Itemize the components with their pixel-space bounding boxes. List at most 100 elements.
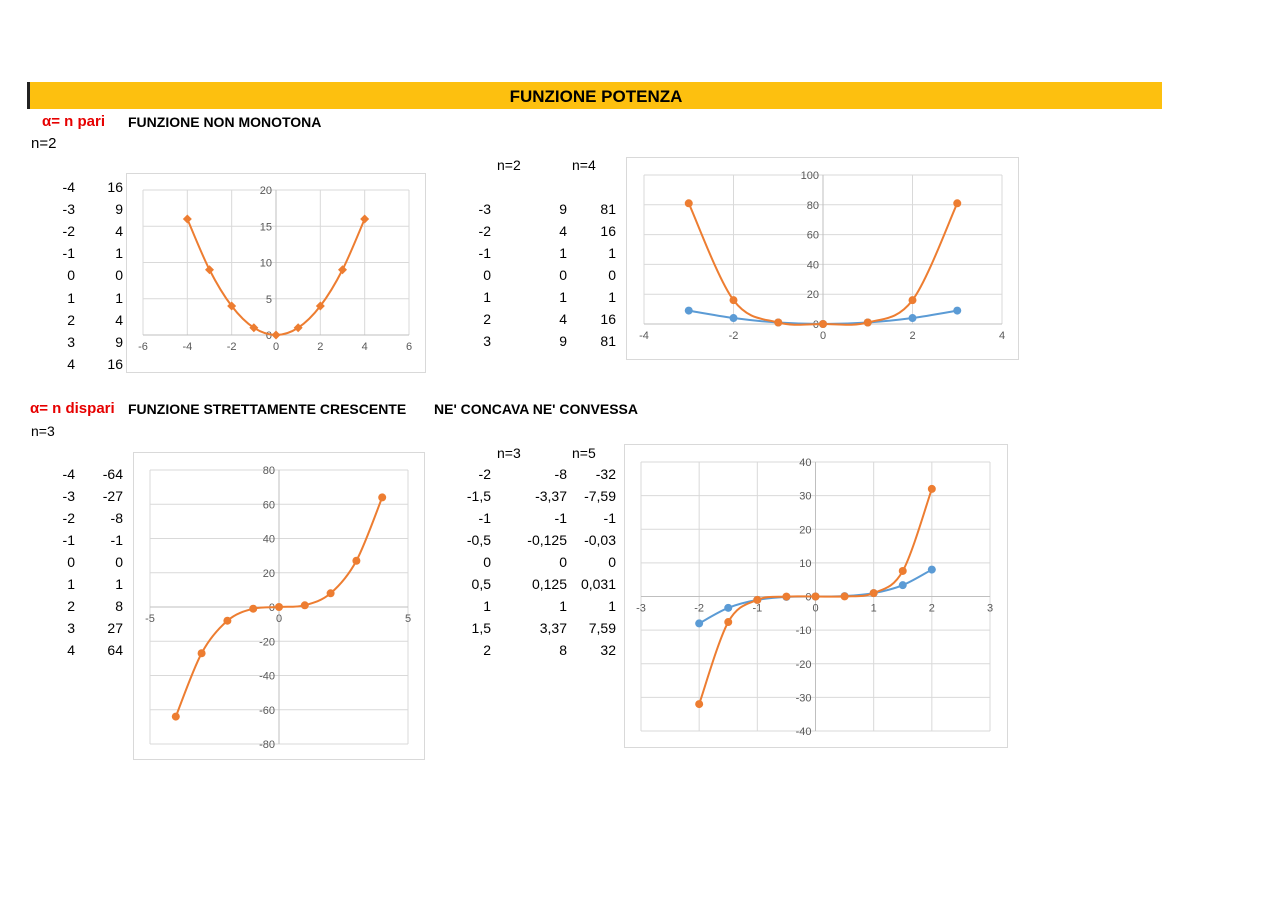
data-point [315,301,325,311]
table-cell: -2 [62,510,75,526]
x-tick-label: -2 [227,341,237,353]
table-cell: 1 [608,289,616,305]
x-tick-label: -4 [182,341,192,353]
table-cell: 9 [115,333,123,350]
data-point [205,265,214,275]
y-tick-label: -60 [259,705,275,717]
table-cell: 1 [483,289,491,305]
table-cell: -1 [554,510,567,526]
chart-x3-x5: -3 -2 -1 0 1 2 3 -40 -30 -20 -10 0 10 20 30 40 [624,444,1008,748]
table-cell: -2 [478,466,491,482]
y-tick-label: -20 [259,636,275,648]
x-tick-label: 0 [812,603,818,615]
page-title: FUNZIONE POTENZA [27,82,1162,109]
table-cell: 1 [67,289,75,306]
x-tick-label: 2 [909,330,915,342]
y-tick-label: 10 [260,258,272,270]
table-cell: 2 [483,311,491,327]
y-tick-label: 60 [263,499,275,511]
data-point [898,566,907,575]
table-cell: 2 [483,642,491,658]
chart-x-squared: -6 -4 -2 0 2 4 6 0 5 10 15 20 [126,173,426,373]
chart-x-cubed: -5 0 5 -80 -60 -40 -20 0 20 40 60 80 [133,452,425,760]
table-cell: 0 [67,554,75,570]
table-cell: 27 [107,620,123,636]
table-cell: 3 [67,620,75,636]
table-cell: -0,5 [466,532,491,548]
table-cell: 9 [115,201,123,218]
table-cell: 9 [559,201,567,217]
table-cell: 81 [600,333,616,349]
table-cell: 8 [115,598,123,614]
table-header-n3: n=3 [497,445,521,461]
table-cell: -1 [110,532,123,548]
y-tick-label: 15 [260,221,272,233]
table-cell: 1 [115,245,123,262]
table-cell: 1,5 [471,620,491,636]
table-cell: 0 [559,554,567,570]
table-cell: -1 [62,532,75,548]
table-cell: 3 [67,333,75,350]
data-point [953,306,962,315]
table-cell: -8 [554,466,567,482]
table-cell: 4 [67,642,75,658]
table-cell: 0 [559,267,567,283]
x-tick-label: -1 [752,603,762,615]
neither-concave-nor-convex-description: NE' CONCAVA NE' CONVESSA [434,401,638,417]
data-point [724,618,733,627]
table-cell: 16 [600,223,616,239]
table-cell: -1 [478,245,491,261]
alpha-odd-label: α= n dispari [30,400,115,417]
data-point [275,603,283,611]
table-cell: 16 [107,355,123,372]
data-point [223,616,232,625]
x-tick-label: 4 [999,330,1005,342]
data-point [774,318,783,327]
x-tick-label: 1 [871,603,877,615]
table-cell: 0 [608,554,616,570]
data-point [863,318,872,327]
y-tick-label: 80 [807,200,819,212]
y-tick-label: 20 [807,289,819,301]
table-cell: 16 [107,179,123,195]
y-tick-label: 60 [807,230,819,242]
data-point [293,323,303,333]
data-point [811,592,820,601]
y-tick-label: 5 [266,294,272,306]
x-tick-label: -3 [636,603,646,615]
data-point [171,712,180,721]
data-point [352,556,361,565]
x-tick-label: 0 [273,341,279,353]
y-tick-label: 20 [799,524,811,536]
data-point [695,619,704,628]
y-tick-label: 20 [263,568,275,580]
x-tick-label: -6 [138,341,148,353]
y-tick-label: -20 [796,659,812,671]
table-cell: 2 [67,311,75,328]
y-tick-label: -30 [796,692,812,704]
y-tick-label: -40 [259,671,275,683]
data-point [684,199,693,208]
data-point [729,296,738,305]
table-cell: -3 [62,201,75,218]
table-cell: 0,5 [471,576,491,592]
table-cell: 81 [600,201,616,217]
strictly-increasing-description: FUNZIONE STRETTAMENTE CRESCENTE [128,401,407,417]
table-cell: 1 [67,576,75,592]
table-cell: 4 [115,311,123,328]
non-monotonic-description: FUNZIONE NON MONOTONA [128,114,322,130]
x-tick-label: 2 [929,603,935,615]
table-cell: 1 [559,289,567,305]
table-cell: 1 [608,245,616,261]
table-cell: 3,37 [539,620,567,636]
data-point [360,214,370,224]
table-cell: -0,03 [584,532,616,548]
data-point [300,601,309,610]
table-cell: 0 [483,267,491,283]
table-cell: 64 [107,642,123,658]
table-cell: 0 [67,267,75,284]
x-tick-label: -2 [729,330,739,342]
table-cell: 4 [559,311,567,327]
x-tick-label: 0 [820,330,826,342]
table-cell: 0 [483,554,491,570]
